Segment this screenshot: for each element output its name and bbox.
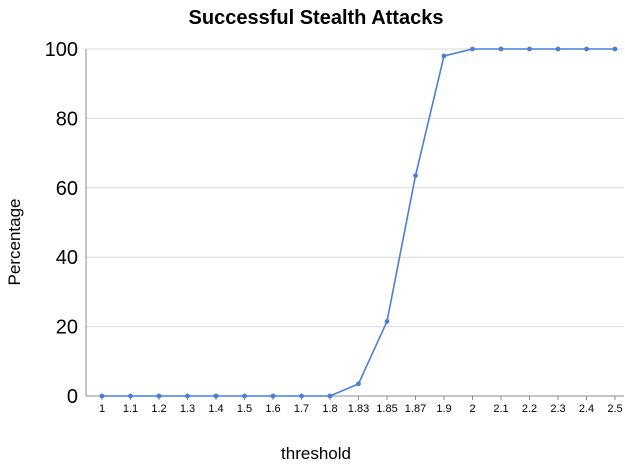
data-point: [384, 318, 390, 324]
x-tick-label: 2.5: [607, 403, 622, 415]
data-point: [356, 381, 361, 387]
x-tick-label: 1.6: [265, 403, 280, 415]
data-point: [299, 393, 304, 399]
x-tick-label: 2: [469, 403, 475, 415]
x-tick-label: 1.1: [123, 403, 138, 415]
y-tick-label: 20: [56, 317, 78, 339]
y-tick-label: 100: [45, 39, 78, 61]
x-tick-label: 1.2: [151, 403, 166, 415]
x-tick-label: 1: [99, 403, 105, 415]
data-point: [156, 393, 162, 399]
x-tick-label: 1.3: [180, 403, 195, 415]
data-point: [185, 393, 190, 399]
data-point: [612, 46, 618, 52]
x-tick-label: 2.1: [493, 403, 508, 415]
series-line: [102, 48, 615, 397]
data-point: [327, 393, 333, 399]
y-tick-label: 40: [56, 247, 78, 269]
y-axis-label: Percentage: [5, 199, 24, 286]
axes: [85, 49, 624, 400]
x-tick-label: 1.4: [208, 403, 223, 415]
data-point: [584, 46, 589, 52]
x-tick-labels: 1 1.1 1.2 1.3 1.4 1.5 1.6 1.7 1.8 1.83 1.85 1.87 1.9…: [99, 403, 623, 415]
y-tick-label: 60: [56, 178, 78, 200]
data-point: [242, 393, 247, 399]
x-tick-label: 2.2: [522, 403, 537, 415]
data-point: [555, 46, 561, 52]
x-tick-label: 1.85: [376, 403, 397, 415]
data-point: [441, 53, 447, 59]
y-tick-labels: 0 20 40 60 80 100: [45, 39, 78, 408]
data-point: [470, 46, 475, 52]
data-point: [498, 46, 504, 52]
x-tick-label: 2.3: [550, 403, 565, 415]
x-tick-label: 1.83: [348, 403, 369, 415]
x-axis-label: threshold: [281, 444, 351, 463]
data-point: [270, 393, 276, 399]
data-point: [99, 393, 105, 399]
x-tick-label: 1.7: [294, 403, 309, 415]
series: [99, 46, 618, 399]
data-point: [128, 393, 133, 399]
x-tick-label: 1.9: [436, 403, 451, 415]
x-tick-label: 1.8: [322, 403, 337, 415]
y-tick-label: 80: [56, 108, 78, 130]
chart-title: Successful Stealth Attacks: [189, 7, 444, 29]
x-tick-label: 1.87: [405, 403, 426, 415]
data-point: [213, 393, 219, 399]
gridlines: [86, 48, 624, 328]
x-tick-label: 1.5: [237, 403, 252, 415]
data-point: [413, 173, 418, 179]
y-tick-label: 0: [67, 386, 78, 408]
x-tick-label: 2.4: [579, 403, 594, 415]
data-point: [527, 46, 532, 52]
